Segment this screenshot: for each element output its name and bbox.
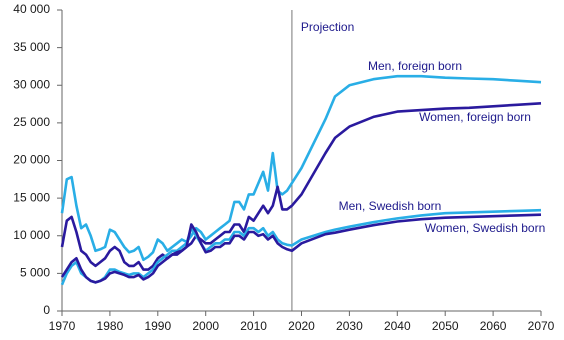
series-line xyxy=(60,213,542,284)
x-tick-label: 2050 xyxy=(432,319,459,333)
series-line xyxy=(60,102,542,271)
y-tick-label: 0 xyxy=(43,303,50,317)
x-tick-label: 2070 xyxy=(528,319,555,333)
series-label: Women, Swedish born xyxy=(425,221,546,235)
y-tick-label: 40 000 xyxy=(13,2,50,16)
x-tick-label: 1970 xyxy=(49,319,76,333)
x-tick-label: 2020 xyxy=(288,319,315,333)
x-tick-label: 2030 xyxy=(336,319,363,333)
x-tick-label: 1990 xyxy=(144,319,171,333)
y-tick-label: 25 000 xyxy=(13,115,50,129)
x-tick-label: 1980 xyxy=(97,319,124,333)
x-tick-label: 2000 xyxy=(192,319,219,333)
series-line xyxy=(60,74,542,262)
y-tick-label: 15 000 xyxy=(13,190,50,204)
annotation: Projection xyxy=(301,20,354,34)
series-label: Men, foreign born xyxy=(368,59,462,73)
x-tick-label: 2010 xyxy=(240,319,267,333)
x-tick-label: 2060 xyxy=(480,319,507,333)
series-label: Men, Swedish born xyxy=(339,199,442,213)
y-tick-label: 20 000 xyxy=(13,153,50,167)
y-tick-label: 10 000 xyxy=(13,228,50,242)
y-tick-label: 30 000 xyxy=(13,77,50,91)
series-label: Women, foreign born xyxy=(419,110,531,124)
y-tick-label: 35 000 xyxy=(13,40,50,54)
y-tick-label: 5 000 xyxy=(20,266,50,280)
x-tick-label: 2040 xyxy=(384,319,411,333)
